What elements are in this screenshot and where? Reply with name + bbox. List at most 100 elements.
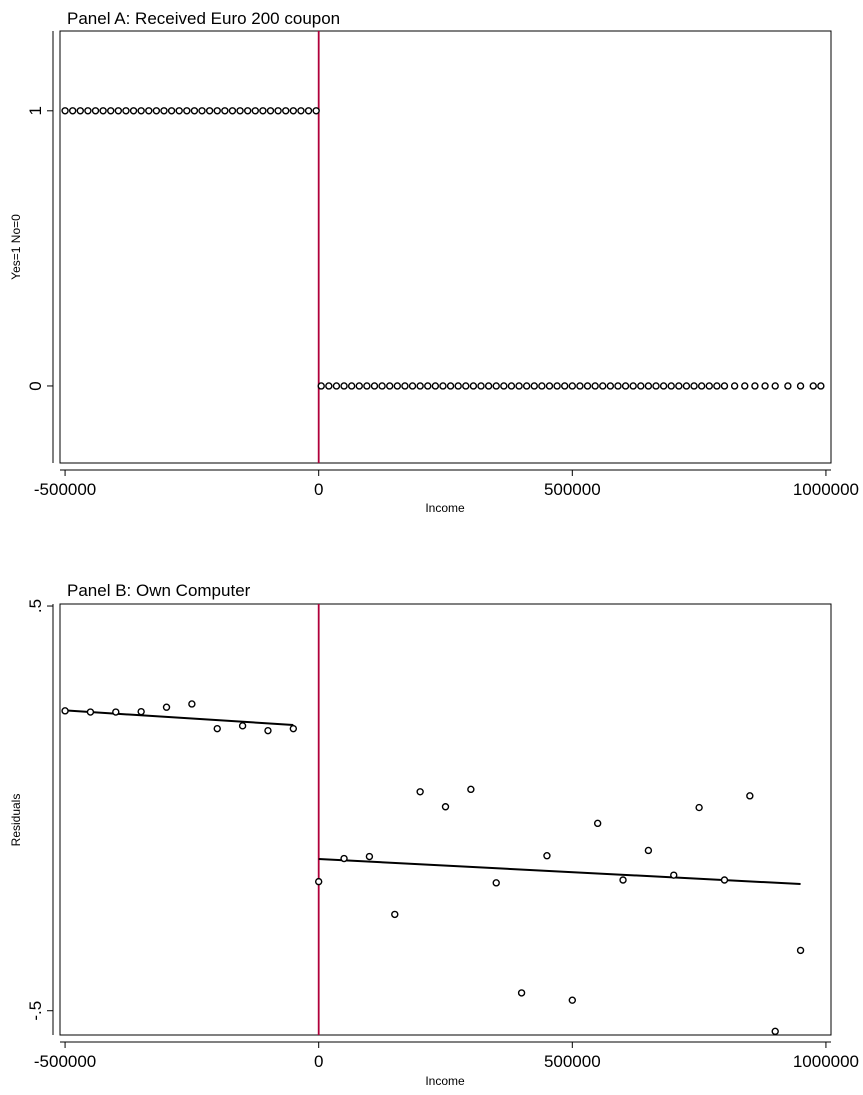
panel-b-title: Panel B: Own Computer — [67, 581, 251, 600]
panel-a-points — [61, 107, 825, 390]
panel-b-data-point — [517, 989, 526, 997]
panel-a-data-point — [477, 382, 485, 390]
panel-a-data-point — [259, 107, 267, 115]
panel-a-data-point — [713, 382, 721, 390]
panel-a-data-point — [817, 382, 825, 390]
panel-a-x-tick-label: 1000000 — [793, 480, 859, 499]
panel-a-data-point — [500, 382, 508, 390]
panel-a-data-point — [228, 107, 237, 115]
panel-a-data-point — [682, 382, 691, 390]
panel-a-data-point — [644, 382, 653, 390]
panel-a-y-axis-title: Yes=1 No=0 — [9, 214, 23, 280]
panel-a-data-point — [507, 382, 516, 390]
panel-a: Panel A: Received Euro 200 coupon -50000… — [9, 9, 859, 515]
panel-a-data-point — [614, 382, 622, 390]
panel-a-data-point — [591, 382, 599, 390]
panel-a-data-point — [198, 107, 206, 115]
panel-a-data-point — [183, 107, 191, 115]
panel-b-data-point — [543, 852, 551, 860]
panel-b-data-point — [441, 803, 450, 811]
panel-b-fit-line — [65, 709, 294, 727]
panel-b-data-point — [492, 879, 500, 887]
panel-a-data-point — [363, 382, 371, 390]
panel-a-data-point — [697, 382, 706, 390]
panel-b-data-point — [162, 703, 171, 711]
panel-a-data-point — [568, 382, 577, 390]
panel-b-fit-lines — [65, 709, 801, 886]
panel-b-data-point — [467, 785, 475, 794]
panel-a-data-point — [771, 382, 779, 390]
panel-a-data-point — [167, 107, 176, 115]
panel-a-data-point — [289, 107, 298, 115]
panel-a-data-point — [312, 107, 320, 115]
panel-a-data-point — [720, 382, 729, 390]
panel-a-data-point — [401, 382, 409, 390]
panel-a-title: Panel A: Received Euro 200 coupon — [67, 9, 340, 28]
panel-a-data-point — [545, 382, 554, 390]
panel-b-y-ticks: -.5 .5 — [26, 599, 53, 1021]
panel-a-data-point — [690, 382, 698, 390]
panel-a-data-point — [469, 382, 478, 390]
panel-b-plot-area — [59, 603, 832, 1036]
panel-a-data-point — [637, 382, 645, 390]
panel-a-data-point — [659, 382, 668, 390]
panel-a-data-point — [266, 107, 275, 115]
panel-a-data-point — [424, 382, 432, 390]
panel-a-data-point — [431, 382, 440, 390]
panel-b-data-point — [644, 846, 653, 855]
panel-b-data-point — [264, 726, 272, 735]
panel-a-data-point — [416, 382, 424, 390]
panel-a-data-point — [61, 107, 69, 115]
panel-b-x-tick-label: 0 — [314, 1052, 323, 1071]
panel-b-x-axis-title: Income — [425, 1074, 465, 1088]
panel-b-data-point — [112, 708, 120, 716]
panel-b-data-point — [416, 788, 424, 796]
panel-b-x-tick-label: 1000000 — [793, 1052, 859, 1071]
panel-a-data-point — [378, 382, 386, 390]
panel-a-data-point — [446, 382, 455, 390]
panel-a-data-point — [705, 382, 713, 390]
panel-a-data-point — [190, 107, 199, 115]
panel-a-data-point — [122, 107, 130, 115]
panel-b-data-point — [340, 854, 348, 863]
panel-b-data-point — [593, 819, 602, 828]
panel-a-data-point — [761, 382, 769, 390]
panel-b: Panel B: Own Computer -500000 0 500000 1000… — [9, 581, 859, 1088]
panel-b-data-point — [289, 724, 298, 733]
panel-a-data-point — [741, 382, 749, 390]
panel-a-data-point — [243, 107, 252, 115]
panel-a-data-point — [621, 382, 630, 390]
panel-a-data-point — [355, 382, 363, 390]
panel-b-x-tick-label: 500000 — [544, 1052, 601, 1071]
panel-a-data-point — [137, 107, 145, 115]
panel-a-x-tick-label: -500000 — [34, 480, 96, 499]
panel-b-data-point — [365, 852, 374, 861]
panel-a-data-point — [553, 382, 561, 390]
panel-a-data-point — [213, 107, 221, 115]
panel-a-data-point — [160, 107, 168, 115]
panel-b-y-axis-title: Residuals — [9, 794, 23, 847]
panel-a-data-point — [340, 382, 348, 390]
panel-a-data-point — [152, 107, 161, 115]
panel-a-data-point — [561, 382, 569, 390]
panel-a-data-point — [484, 382, 493, 390]
panel-b-data-point — [746, 792, 754, 800]
panel-b-points — [61, 700, 805, 1036]
panel-b-data-point — [619, 876, 627, 884]
panel-a-data-point — [175, 107, 183, 115]
panel-b-data-point — [391, 910, 399, 919]
panel-a-data-point — [583, 382, 592, 390]
panel-b-x-tick-label: -500000 — [34, 1052, 96, 1071]
panel-a-data-point — [454, 382, 462, 390]
panel-a-data-point — [386, 382, 394, 390]
panel-a-data-point — [325, 382, 333, 390]
panel-b-fit-line — [318, 857, 801, 886]
panel-a-data-point — [91, 107, 100, 115]
panel-b-data-point — [238, 722, 247, 730]
panel-a-data-point — [576, 382, 584, 390]
panel-b-data-point — [796, 946, 805, 955]
panel-a-data-point — [332, 382, 341, 390]
panel-a-data-point — [68, 107, 77, 115]
panel-b-data-point — [771, 1027, 779, 1036]
panel-a-data-point — [730, 382, 739, 390]
